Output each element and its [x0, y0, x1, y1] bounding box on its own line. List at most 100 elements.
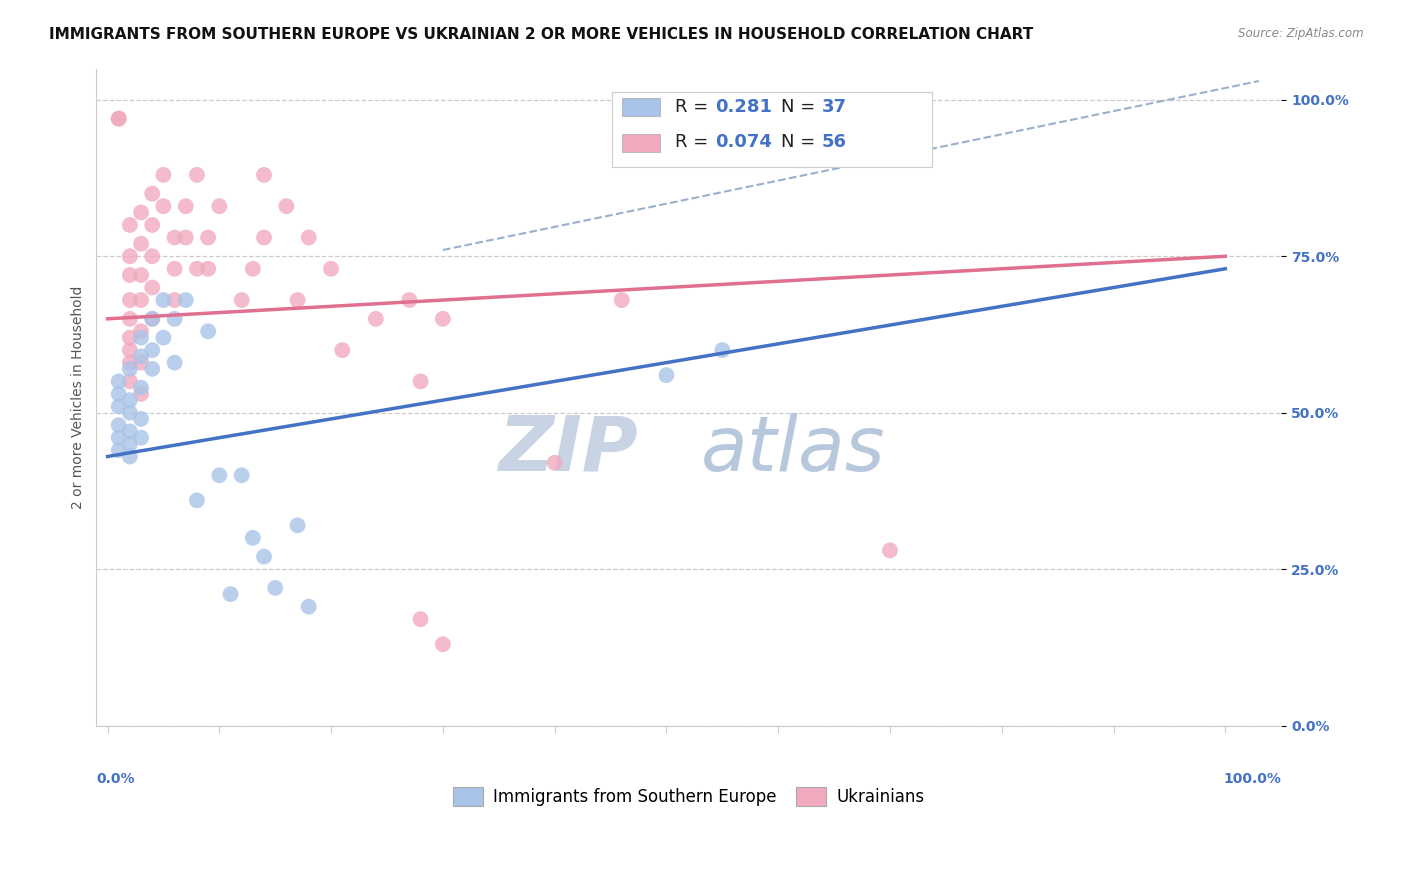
Point [231, 293, 253, 307]
Point [107, 443, 129, 458]
Point [107, 418, 129, 433]
Point [129, 293, 152, 307]
Point [219, 587, 242, 601]
Point [287, 518, 309, 533]
Point [118, 393, 141, 408]
Point [129, 350, 152, 364]
Point [879, 543, 901, 558]
Text: 37: 37 [821, 97, 846, 116]
Text: 56: 56 [821, 133, 846, 151]
Point [298, 230, 321, 244]
FancyBboxPatch shape [623, 98, 661, 117]
Point [141, 311, 163, 326]
Point [174, 293, 197, 307]
Point [319, 261, 342, 276]
Point [129, 330, 152, 344]
Point [141, 362, 163, 376]
Text: 0.0%: 0.0% [97, 772, 135, 786]
Point [118, 311, 141, 326]
Point [163, 261, 186, 276]
Point [186, 261, 208, 276]
Point [621, 143, 644, 157]
Point [174, 199, 197, 213]
Legend: Immigrants from Southern Europe, Ukrainians: Immigrants from Southern Europe, Ukraini… [446, 780, 931, 813]
FancyBboxPatch shape [623, 134, 661, 152]
Point [711, 343, 734, 358]
Text: 100.0%: 100.0% [1223, 772, 1281, 786]
Point [856, 143, 879, 157]
Point [711, 118, 734, 132]
Point [208, 468, 231, 483]
Point [152, 168, 174, 182]
Point [231, 468, 253, 483]
Point [197, 261, 219, 276]
Point [118, 343, 141, 358]
Point [118, 330, 141, 344]
Point [186, 168, 208, 182]
Point [264, 581, 287, 595]
Point [186, 493, 208, 508]
Point [242, 531, 264, 545]
Point [197, 230, 219, 244]
Point [118, 293, 141, 307]
Point [107, 387, 129, 401]
Point [141, 311, 163, 326]
Point [610, 293, 633, 307]
Text: R =: R = [675, 97, 714, 116]
Text: 0.281: 0.281 [714, 97, 772, 116]
Point [129, 381, 152, 395]
Text: N =: N = [782, 133, 821, 151]
Point [141, 343, 163, 358]
Point [141, 186, 163, 201]
Point [432, 311, 454, 326]
Text: N =: N = [782, 97, 821, 116]
Text: atlas: atlas [700, 413, 886, 487]
Text: R =: R = [675, 133, 714, 151]
Point [197, 324, 219, 338]
Point [118, 249, 141, 263]
Point [163, 293, 186, 307]
Point [174, 230, 197, 244]
FancyBboxPatch shape [612, 92, 932, 167]
Point [655, 368, 678, 383]
Point [107, 375, 129, 389]
Point [163, 230, 186, 244]
Point [107, 112, 129, 126]
Point [432, 637, 454, 651]
Point [287, 293, 309, 307]
Point [107, 431, 129, 445]
Point [141, 249, 163, 263]
Point [118, 356, 141, 370]
Point [409, 612, 432, 626]
Point [152, 293, 174, 307]
Point [409, 375, 432, 389]
Point [118, 437, 141, 451]
Point [129, 236, 152, 251]
Point [163, 356, 186, 370]
Text: 0.074: 0.074 [714, 133, 772, 151]
Point [118, 375, 141, 389]
Point [118, 362, 141, 376]
Point [118, 450, 141, 464]
Point [330, 343, 353, 358]
Point [118, 218, 141, 232]
Point [107, 400, 129, 414]
Point [253, 168, 276, 182]
Point [118, 268, 141, 282]
Point [107, 112, 129, 126]
Point [543, 456, 565, 470]
Point [129, 324, 152, 338]
Y-axis label: 2 or more Vehicles in Household: 2 or more Vehicles in Household [72, 285, 86, 508]
Point [141, 218, 163, 232]
Point [141, 280, 163, 294]
Point [276, 199, 298, 213]
Point [129, 268, 152, 282]
Point [364, 311, 387, 326]
Point [129, 431, 152, 445]
Point [163, 311, 186, 326]
Point [118, 425, 141, 439]
Point [242, 261, 264, 276]
Text: ZIP: ZIP [499, 413, 638, 487]
Point [208, 199, 231, 213]
Point [298, 599, 321, 614]
